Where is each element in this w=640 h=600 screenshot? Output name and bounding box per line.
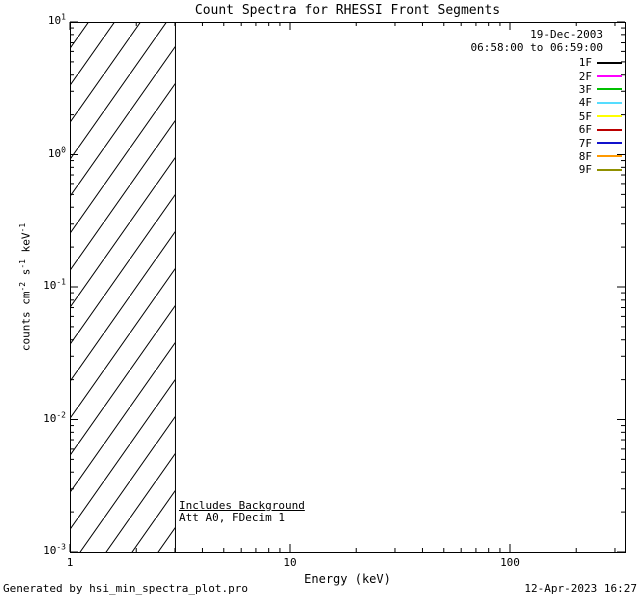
legend-color-line bbox=[597, 168, 622, 171]
y-tick-label: 10-2 bbox=[43, 409, 66, 425]
legend-time-range: 06:58:00 to 06:59:00 bbox=[470, 40, 603, 54]
legend-item-8F: 8F bbox=[471, 150, 622, 163]
legend-color-line bbox=[597, 155, 622, 158]
y-axis-label: counts cm-2 s-1 keV-1 bbox=[17, 222, 33, 352]
legend-label: 1F bbox=[578, 56, 592, 70]
legend-color-line bbox=[597, 88, 622, 91]
legend-color-line bbox=[597, 75, 622, 78]
y-tick-label: 10-1 bbox=[43, 277, 66, 292]
legend-color-line bbox=[597, 61, 622, 64]
legend-item-2F: 2F bbox=[471, 69, 622, 83]
legend-date: 19-Dec-2003 bbox=[530, 28, 603, 41]
y-tick-label: 10-3 bbox=[43, 542, 66, 557]
x-tick-label: 1 bbox=[66, 556, 74, 569]
legend-item-9F: 9F bbox=[471, 163, 622, 176]
footer-timestamp: 12-Apr-2023 16:27 bbox=[524, 582, 637, 595]
hatched-region bbox=[70, 22, 175, 552]
x-tick-label: 100 bbox=[500, 556, 520, 569]
legend-color-line bbox=[597, 128, 622, 131]
legend: 19-Dec-2003 06:58:00 to 06:59:00 1F 2F 3F 4… bbox=[470, 28, 622, 177]
legend-color-line bbox=[597, 101, 622, 104]
legend-item-3F: 3F bbox=[471, 83, 622, 96]
legend-label: 2F bbox=[578, 69, 592, 83]
annotation-attenuator-state: Att A0, FDecim 1 bbox=[179, 511, 285, 524]
footer-generated-by: Generated by hsi_min_spectra_plot.pro bbox=[3, 582, 249, 595]
legend-item-1F: 1F bbox=[471, 56, 622, 69]
annotation-includes-background: Includes Background bbox=[179, 499, 305, 512]
legend-item-4F: 4F bbox=[471, 96, 622, 109]
legend-entries: 1F 2F 3F 4F 5F 6F 7F 8F 9F bbox=[471, 56, 622, 177]
legend-item-6F: 6F bbox=[471, 123, 622, 136]
legend-label: 4F bbox=[578, 96, 592, 110]
legend-label: 6F bbox=[578, 123, 592, 137]
legend-label: 5F bbox=[578, 109, 592, 123]
legend-color-line bbox=[597, 142, 622, 145]
legend-label: 7F bbox=[578, 136, 592, 150]
x-tick-label: 10 bbox=[283, 556, 297, 569]
legend-color-line bbox=[597, 115, 622, 118]
legend-label: 3F bbox=[578, 82, 592, 96]
x-axis-label: Energy (keV) bbox=[304, 572, 391, 586]
legend-label: 9F bbox=[578, 163, 592, 177]
legend-label: 8F bbox=[578, 149, 592, 163]
legend-item-5F: 5F bbox=[471, 110, 622, 123]
legend-item-7F: 7F bbox=[471, 136, 622, 150]
chart-title: Count Spectra for RHESSI Front Segments bbox=[194, 3, 501, 18]
y-tick-label: 100 bbox=[47, 144, 66, 160]
y-tick-label: 101 bbox=[47, 12, 66, 27]
